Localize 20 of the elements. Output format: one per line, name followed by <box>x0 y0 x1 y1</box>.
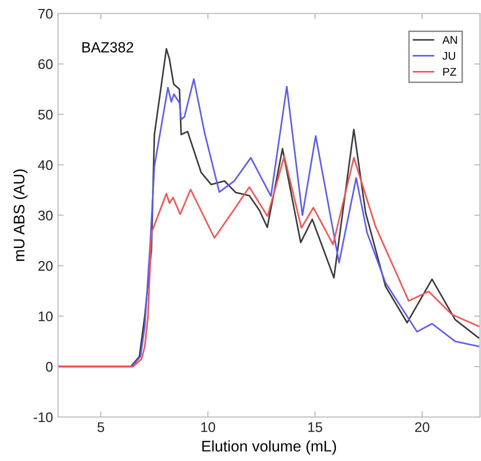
x-tick-label: 15 <box>308 422 322 432</box>
y-axis-title: mU ABS (AU) <box>13 170 28 261</box>
annotation: BAZ382 <box>82 42 134 52</box>
y-tick-label: -10 <box>34 412 53 422</box>
legend-label: AN <box>442 36 457 44</box>
y-tick-label: 0 <box>46 362 53 372</box>
y-tick-label: 30 <box>38 210 53 220</box>
x-tick-label: 10 <box>201 422 216 432</box>
y-tick-label: 20 <box>38 261 53 271</box>
y-tick-label: 70 <box>38 8 53 19</box>
x-tick-label: 5 <box>98 422 104 432</box>
x-tick-label: 20 <box>415 422 430 432</box>
line-series <box>58 155 480 368</box>
legend-label: PZ <box>443 68 456 76</box>
y-tick-label: 50 <box>38 110 53 120</box>
legend-label: JU <box>442 52 456 60</box>
y-tick-label: 60 <box>38 59 53 70</box>
y-tick-label: 40 <box>38 160 53 170</box>
x-axis-title: Elution volume (mL) <box>202 440 336 455</box>
y-tick-label: 10 <box>38 311 53 322</box>
